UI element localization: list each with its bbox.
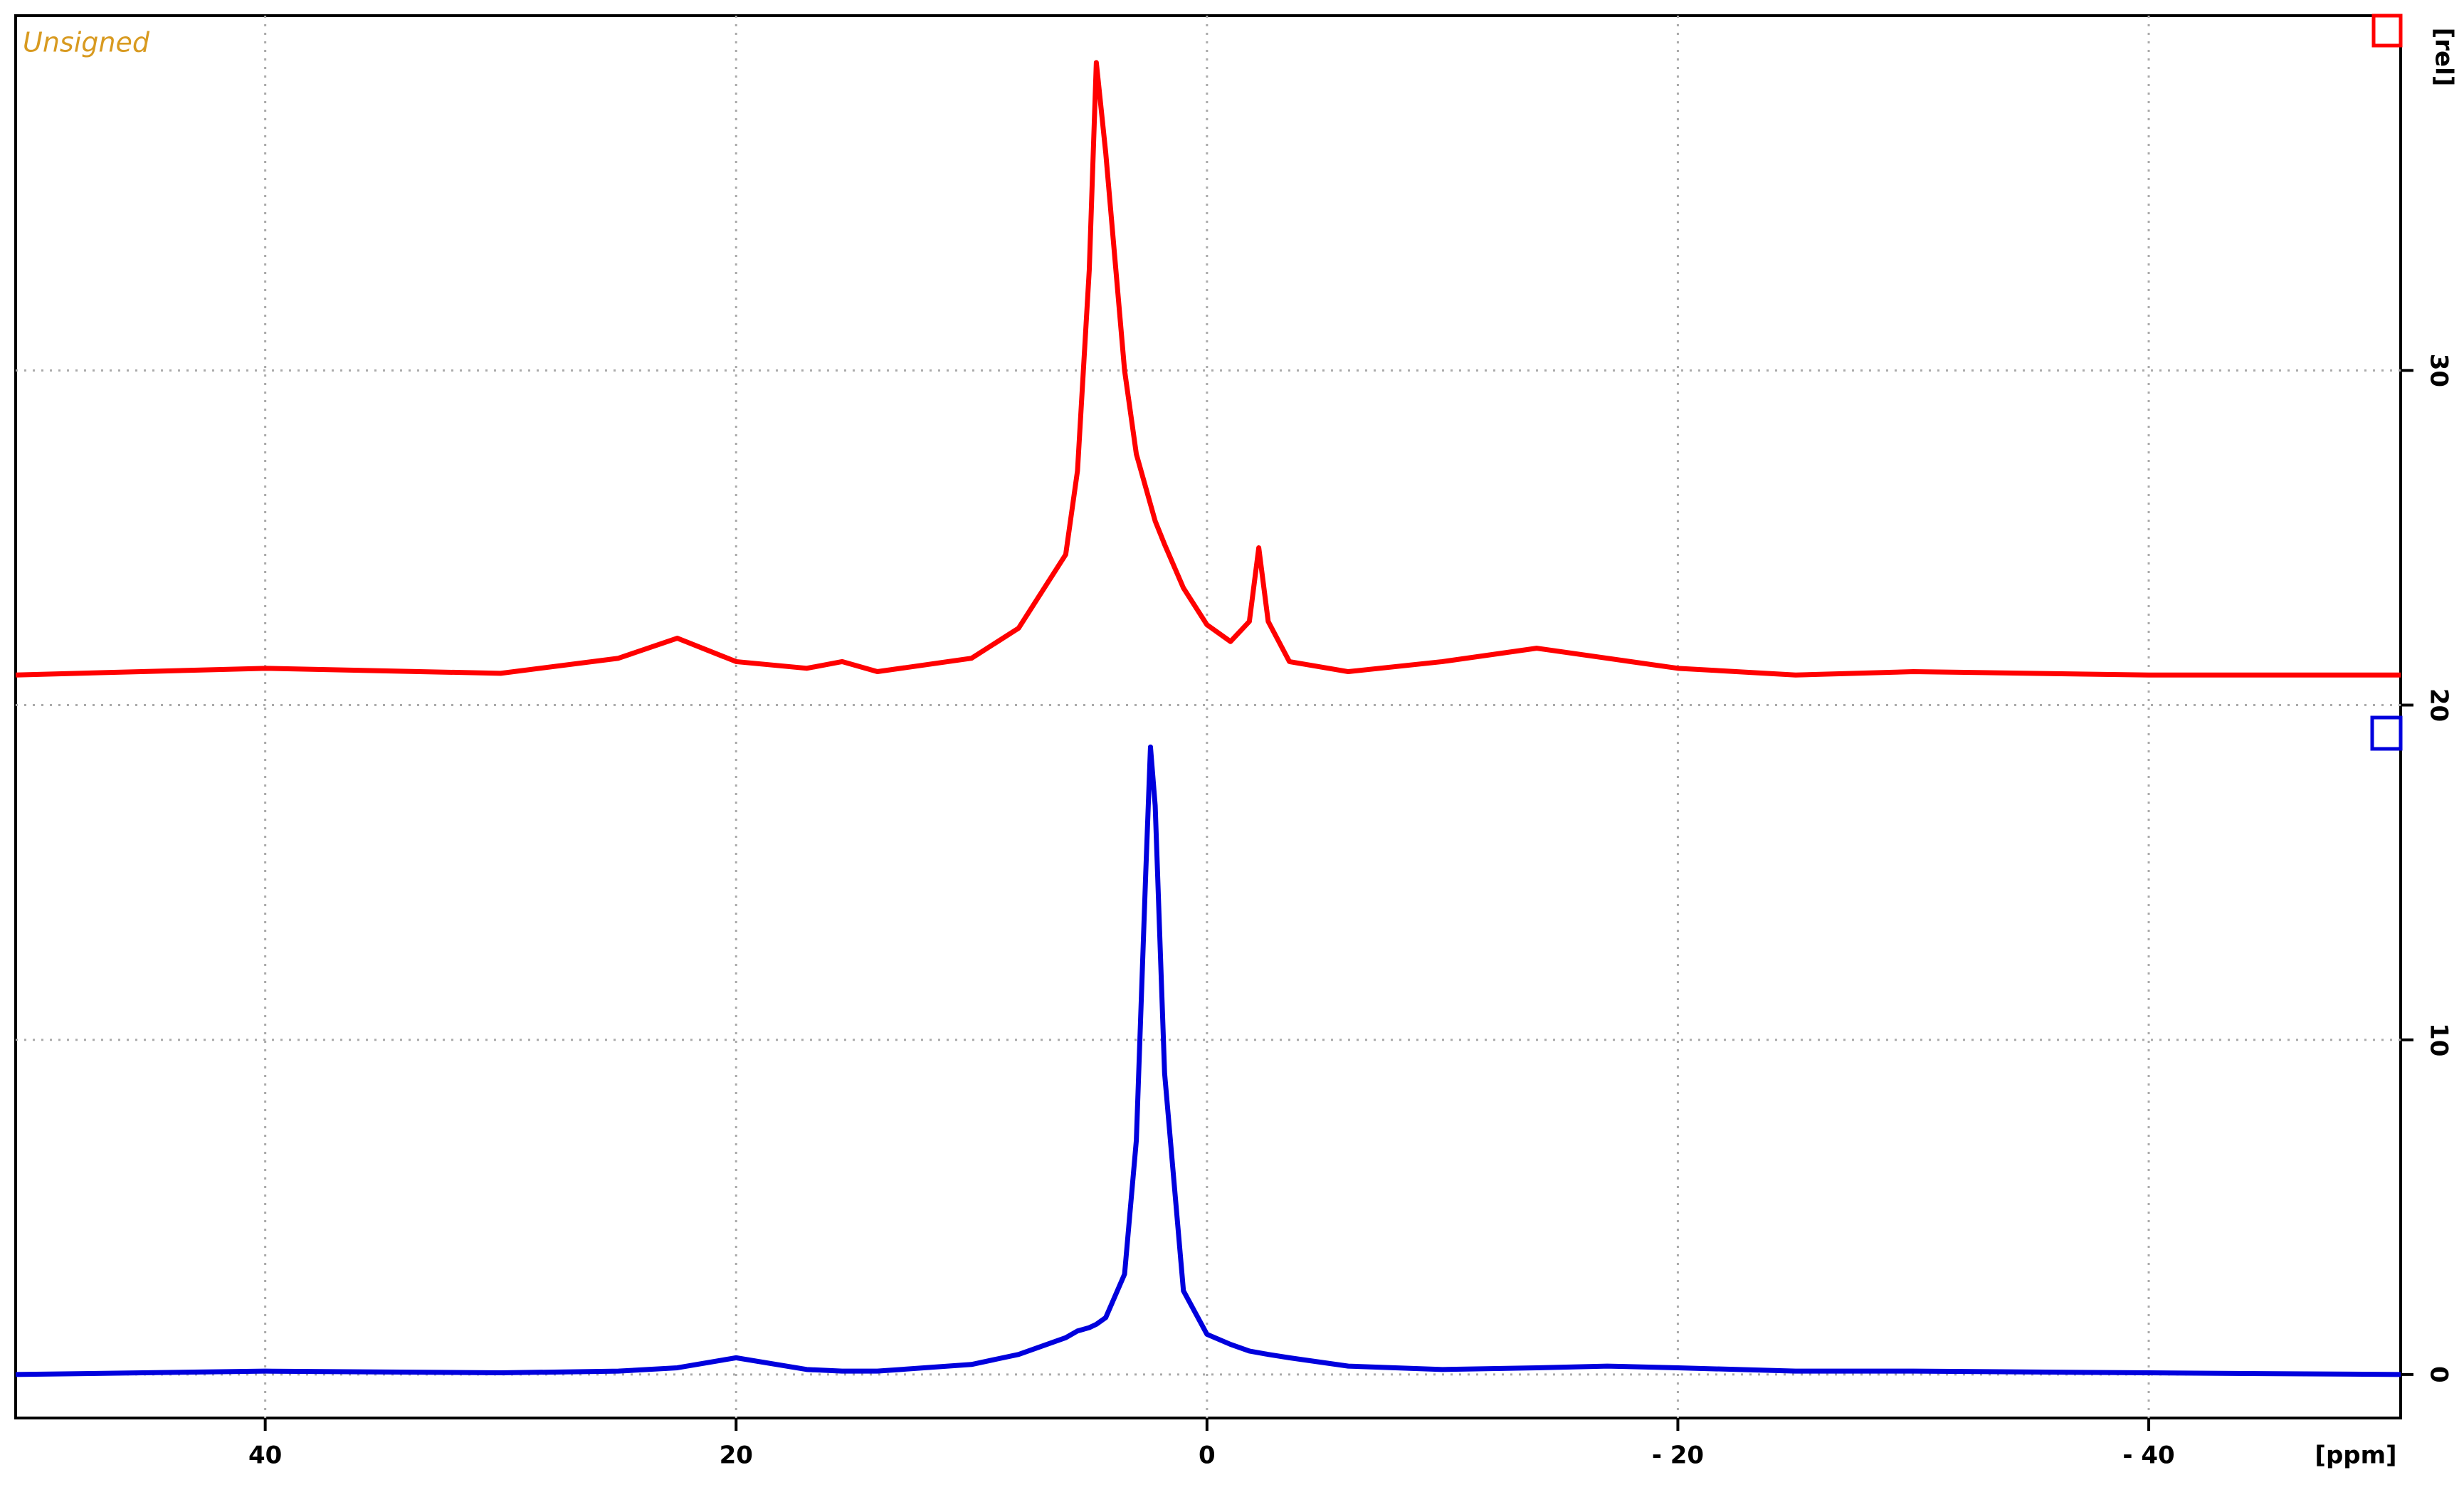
annotation: Unsigned (23, 27, 150, 58)
series-marker (2371, 14, 2403, 48)
series-marker (2370, 715, 2403, 751)
y-axis-label: [rel] (2430, 28, 2458, 87)
y-tick-label: 20 (2425, 688, 2453, 722)
plot-frame (14, 14, 2402, 1419)
x-tick-label: 20 (720, 1441, 753, 1470)
x-tick-label: - 40 (2122, 1441, 2174, 1470)
y-tick-label: 30 (2425, 354, 2453, 387)
y-tick-label: 10 (2425, 1023, 2453, 1056)
x-tick-label: - 20 (1652, 1441, 1704, 1470)
series-line (15, 744, 2401, 1377)
x-tick-label: 0 (1199, 1441, 1216, 1470)
x-axis-label: [ppm] (2315, 1441, 2396, 1470)
y-tick-label: 0 (2425, 1366, 2453, 1383)
x-tick-label: 40 (248, 1441, 282, 1470)
series-line (15, 60, 2401, 678)
